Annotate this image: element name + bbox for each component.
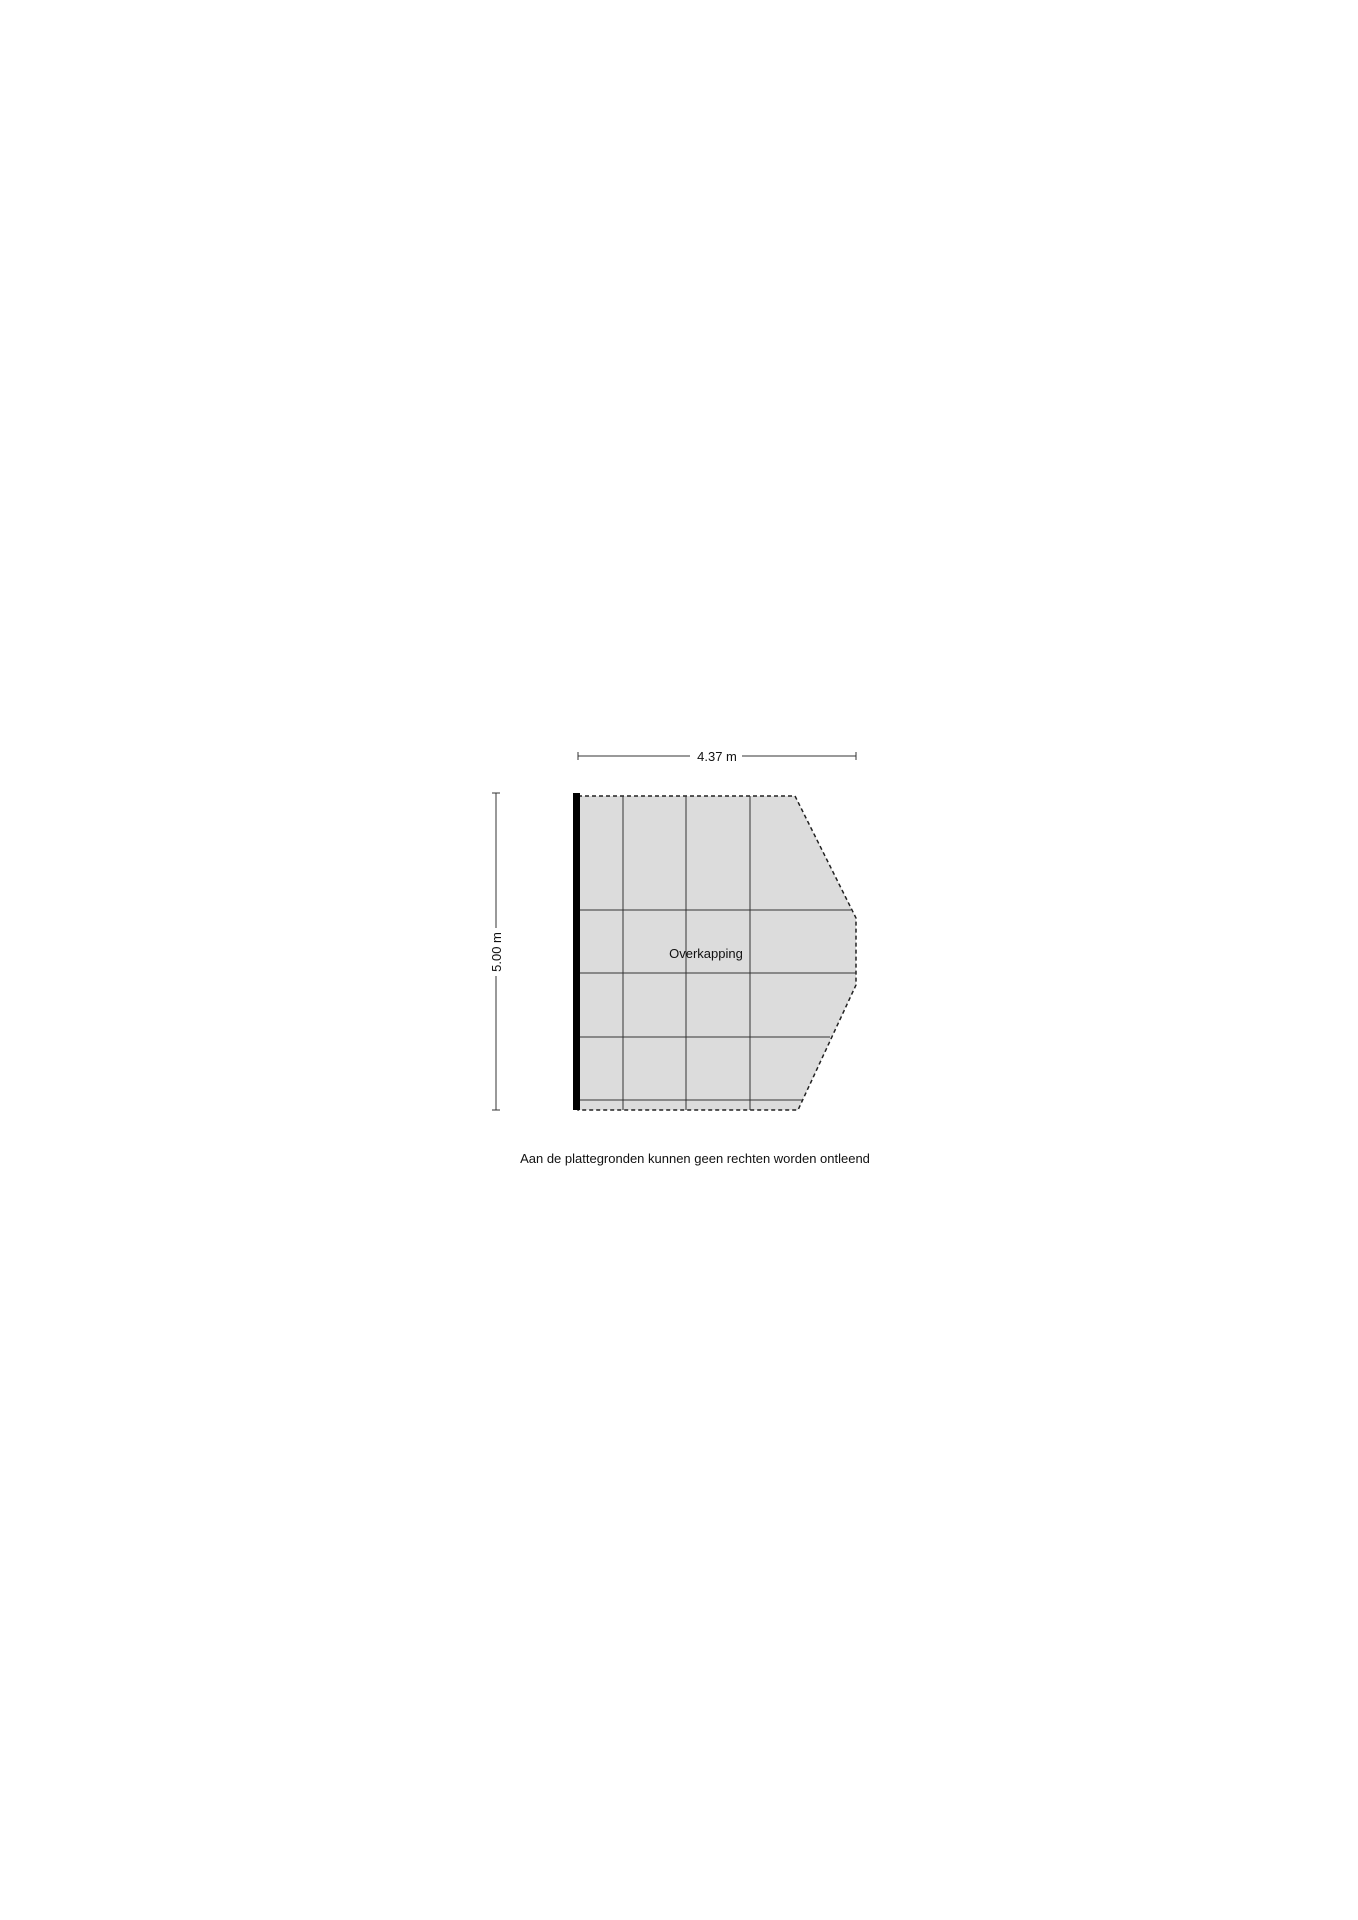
wall	[573, 793, 580, 1110]
height-label: 5.00 m	[489, 932, 504, 972]
disclaimer: Aan de plattegronden kunnen geen rechten…	[520, 1151, 870, 1166]
grid-lines	[578, 796, 856, 1110]
width-label: 4.37 m	[697, 749, 737, 764]
width-dimension	[577, 752, 857, 760]
room-label: Overkapping	[669, 946, 743, 961]
height-dimension	[492, 792, 500, 1111]
